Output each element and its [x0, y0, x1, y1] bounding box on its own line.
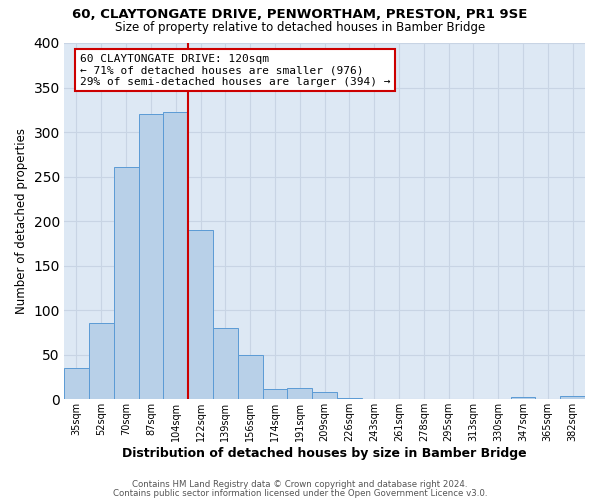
Bar [64, 368, 89, 400]
Bar [263, 390, 287, 400]
Y-axis label: Number of detached properties: Number of detached properties [15, 128, 28, 314]
Bar [188, 230, 213, 400]
Bar [163, 112, 188, 400]
Text: Size of property relative to detached houses in Bamber Bridge: Size of property relative to detached ho… [115, 21, 485, 34]
Text: 60 CLAYTONGATE DRIVE: 120sqm
← 71% of detached houses are smaller (976)
29% of s: 60 CLAYTONGATE DRIVE: 120sqm ← 71% of de… [80, 54, 390, 87]
Bar [213, 328, 238, 400]
Text: 60, CLAYTONGATE DRIVE, PENWORTHAM, PRESTON, PR1 9SE: 60, CLAYTONGATE DRIVE, PENWORTHAM, PREST… [73, 8, 527, 20]
Bar [238, 355, 263, 400]
Bar [560, 396, 585, 400]
X-axis label: Distribution of detached houses by size in Bamber Bridge: Distribution of detached houses by size … [122, 447, 527, 460]
Bar [337, 398, 362, 400]
Bar [511, 396, 535, 400]
Bar [287, 388, 312, 400]
Bar [139, 114, 163, 400]
Text: Contains HM Land Registry data © Crown copyright and database right 2024.: Contains HM Land Registry data © Crown c… [132, 480, 468, 489]
Text: Contains public sector information licensed under the Open Government Licence v3: Contains public sector information licen… [113, 488, 487, 498]
Bar [89, 322, 114, 400]
Bar [114, 167, 139, 400]
Bar [312, 392, 337, 400]
